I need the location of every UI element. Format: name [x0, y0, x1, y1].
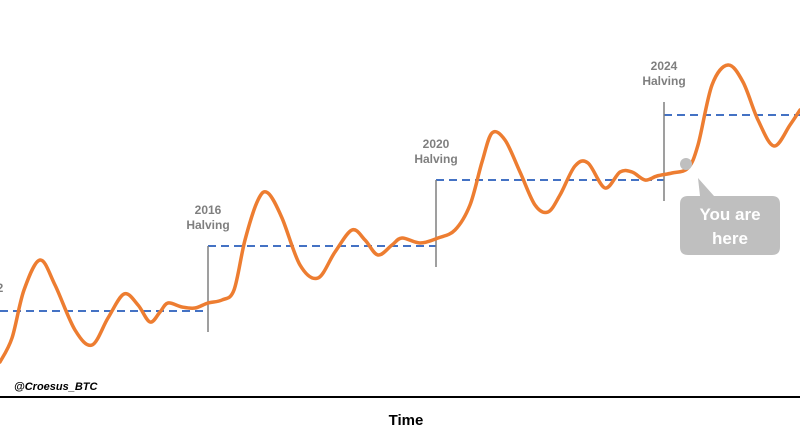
price-line [0, 63, 800, 364]
halving-word-label: Halving [642, 74, 685, 88]
callout-line-1: You are [699, 205, 760, 224]
halving-year-label: 2016 [195, 203, 222, 217]
callout-line-2: here [712, 229, 748, 248]
callout-bubble [680, 178, 780, 255]
halving-2012-label-partial: 2 [0, 281, 4, 295]
x-axis-title: Time [389, 412, 424, 429]
halving-word-label: Halving [186, 218, 229, 232]
watermark: @Croesus_BTC [14, 381, 99, 393]
halving-level-lines [0, 114, 800, 312]
halving-year-label: 2020 [423, 137, 450, 151]
you-are-here-callout: You are here [680, 158, 780, 255]
current-position-dot [680, 158, 692, 170]
halving-year-label: 2024 [651, 59, 678, 73]
halving-word-label: Halving [414, 152, 457, 166]
